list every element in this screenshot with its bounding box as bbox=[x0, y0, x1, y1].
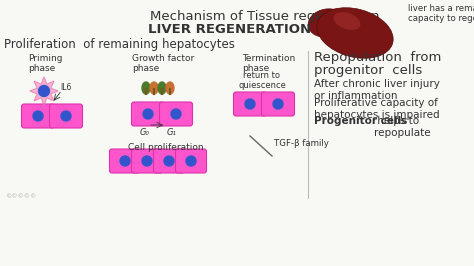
Text: Proliferation  of remaining hepatocytes: Proliferation of remaining hepatocytes bbox=[4, 38, 235, 51]
Text: Mechanism of Tissue regeneration: Mechanism of Tissue regeneration bbox=[150, 10, 380, 23]
FancyBboxPatch shape bbox=[49, 104, 82, 128]
Text: Progenitor cells: Progenitor cells bbox=[314, 116, 407, 126]
Circle shape bbox=[38, 85, 49, 97]
FancyBboxPatch shape bbox=[131, 102, 164, 126]
Text: G₁: G₁ bbox=[167, 128, 177, 137]
Text: Cell proliferation: Cell proliferation bbox=[128, 143, 204, 152]
Circle shape bbox=[164, 156, 174, 166]
FancyBboxPatch shape bbox=[234, 92, 266, 116]
Text: helps to
repopulate: helps to repopulate bbox=[374, 116, 430, 138]
Text: Proliferative capacity of
hepatocytes is impaired: Proliferative capacity of hepatocytes is… bbox=[314, 98, 439, 120]
Text: LIVER REGENERATION: LIVER REGENERATION bbox=[148, 23, 311, 36]
FancyBboxPatch shape bbox=[109, 149, 140, 173]
Polygon shape bbox=[30, 77, 58, 105]
Polygon shape bbox=[150, 82, 158, 94]
Text: liver has a remarkable
capacity to regenerate: liver has a remarkable capacity to regen… bbox=[408, 4, 474, 23]
FancyBboxPatch shape bbox=[262, 92, 294, 116]
Circle shape bbox=[120, 156, 130, 166]
FancyBboxPatch shape bbox=[175, 149, 207, 173]
Circle shape bbox=[186, 156, 196, 166]
Polygon shape bbox=[158, 82, 166, 94]
Text: Repopulation  from: Repopulation from bbox=[314, 51, 441, 64]
Text: G₀: G₀ bbox=[140, 128, 150, 137]
Circle shape bbox=[143, 109, 153, 119]
Text: After chronic liver injury
or inflammation: After chronic liver injury or inflammati… bbox=[314, 79, 440, 101]
Circle shape bbox=[142, 156, 152, 166]
Circle shape bbox=[245, 99, 255, 109]
Text: Termination
phase: Termination phase bbox=[242, 54, 295, 73]
Circle shape bbox=[61, 111, 71, 121]
Polygon shape bbox=[166, 82, 174, 94]
Ellipse shape bbox=[317, 8, 393, 58]
Text: progenitor  cells: progenitor cells bbox=[314, 64, 422, 77]
Circle shape bbox=[171, 109, 181, 119]
Text: ©©©©©: ©©©©© bbox=[5, 194, 36, 199]
FancyBboxPatch shape bbox=[21, 104, 55, 128]
FancyBboxPatch shape bbox=[154, 149, 184, 173]
Circle shape bbox=[33, 111, 43, 121]
FancyBboxPatch shape bbox=[159, 102, 192, 126]
Text: IL6: IL6 bbox=[60, 84, 72, 93]
Text: return to
quiescence: return to quiescence bbox=[238, 71, 286, 90]
Ellipse shape bbox=[308, 9, 346, 37]
Text: Growth factor
phase: Growth factor phase bbox=[132, 54, 194, 73]
Polygon shape bbox=[142, 82, 150, 94]
Circle shape bbox=[273, 99, 283, 109]
Text: TGF-β family: TGF-β family bbox=[274, 139, 329, 148]
Ellipse shape bbox=[334, 12, 360, 30]
FancyBboxPatch shape bbox=[131, 149, 163, 173]
Text: Priming
phase: Priming phase bbox=[28, 54, 63, 73]
